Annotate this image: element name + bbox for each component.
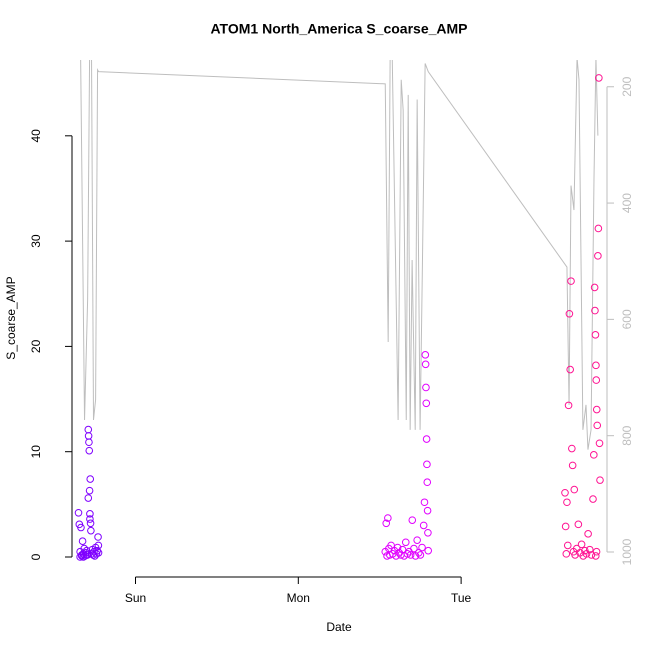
point [596,476,604,484]
point [591,306,599,315]
point [84,494,93,502]
point [592,547,601,556]
point [90,547,98,556]
point [422,383,430,392]
y2-tick-label: 600 [620,309,634,329]
point [595,74,603,82]
point [87,526,95,535]
point [94,541,103,550]
point [403,550,412,558]
point [423,478,432,487]
point [595,439,604,448]
point [423,460,431,469]
point [84,425,93,434]
point [589,495,597,503]
y-tick-label: 30 [29,234,43,248]
point [86,475,95,483]
y2-tick-label: 200 [620,76,634,96]
point [561,522,570,531]
point [565,309,574,318]
point [80,544,89,553]
point [574,520,583,529]
x-tick-label: Sun [125,591,146,605]
point [563,498,571,507]
y-tick-label: 0 [29,553,43,560]
point [422,399,431,408]
point [420,498,429,507]
point [413,536,421,544]
point [591,552,600,560]
point [564,401,573,410]
point [382,519,391,528]
point [85,446,94,455]
point [570,485,579,494]
point [86,519,95,528]
point [85,438,93,447]
point [84,432,93,440]
point [86,510,94,518]
x-axis-label: Date [326,620,352,634]
point [77,552,86,560]
point [561,488,569,497]
y-axis-label: S_coarse_AMP [4,276,18,359]
point [384,514,392,522]
point [424,528,432,537]
point [86,515,94,523]
point [93,546,102,555]
point [393,543,402,552]
y2-tick-label: 800 [620,425,634,445]
point [401,538,410,547]
point [590,451,598,459]
series-line [80,60,599,450]
point [591,331,600,339]
y2-tick-label: 1000 [620,538,634,565]
point [414,548,423,557]
point [85,486,94,495]
x-tick-label: Mon [287,591,310,605]
point [592,405,601,414]
point [568,444,576,453]
point [424,546,433,555]
point [592,376,601,384]
point [76,553,84,561]
point [421,360,430,369]
point [387,541,395,550]
y-tick-label: 20 [29,339,43,353]
point [584,530,592,538]
point [94,548,103,557]
point [590,283,599,292]
point [585,545,594,554]
point [77,523,85,532]
point [594,252,602,260]
chart-title: ATOM1 North_America S_coarse_AMP [210,21,467,37]
point [74,508,83,517]
point [568,461,577,470]
y-tick-label: 10 [29,445,43,459]
point [567,277,575,285]
point [577,540,586,549]
point [421,351,430,359]
point [416,551,425,559]
y-tick-label: 40 [29,129,43,143]
x-tick-label: Tue [451,591,472,605]
point [423,506,432,515]
point [419,521,428,530]
point [594,224,603,233]
point [562,550,571,558]
point [592,361,600,370]
point [418,543,426,552]
point [566,365,575,374]
point [408,516,417,524]
point [410,544,418,553]
point [94,533,102,541]
y2-tick-label: 400 [620,193,634,213]
point [422,435,431,443]
plot-area [74,60,604,561]
point [406,551,415,559]
point [593,421,602,430]
point [82,551,91,559]
point [78,537,87,545]
point [563,541,572,550]
